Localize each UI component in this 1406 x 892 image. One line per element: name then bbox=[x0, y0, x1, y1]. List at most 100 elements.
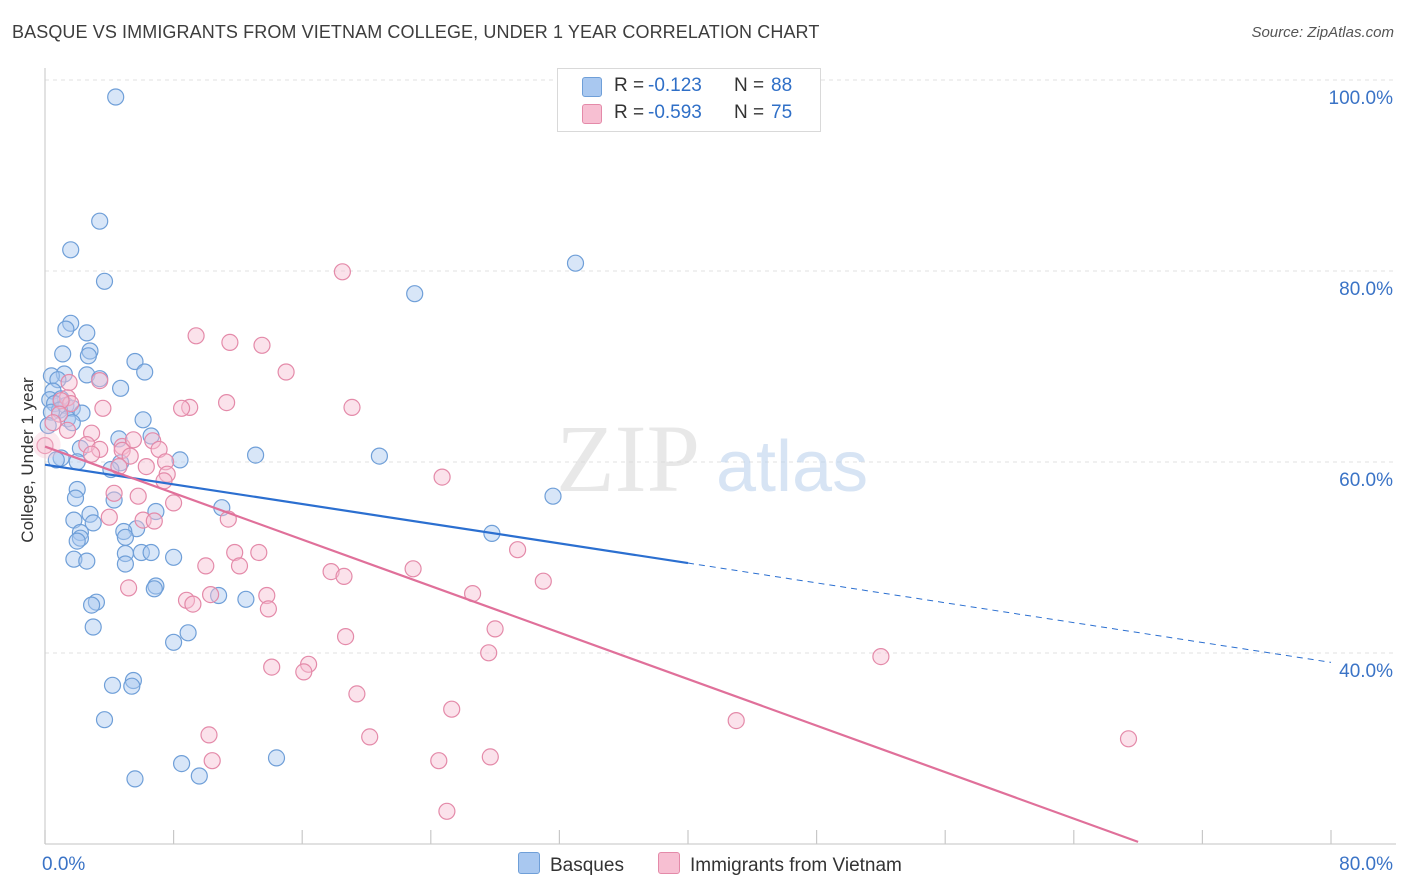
point-basques bbox=[370, 447, 388, 465]
point-basques bbox=[68, 480, 86, 499]
point-basques bbox=[142, 543, 160, 562]
point-vietnam bbox=[129, 487, 147, 505]
x-tick-label: 80.0% bbox=[1339, 854, 1393, 875]
point-vietnam bbox=[62, 395, 80, 413]
point-basques bbox=[173, 754, 191, 773]
point-vietnam bbox=[58, 421, 77, 439]
y-tick-label: 60.0% bbox=[1339, 470, 1393, 491]
point-vietnam bbox=[433, 468, 451, 486]
point-basques bbox=[171, 451, 189, 469]
point-vietnam bbox=[105, 484, 123, 502]
legend-n-label: N = bbox=[734, 75, 765, 96]
watermark-zip: ZIP bbox=[556, 405, 700, 512]
point-vietnam bbox=[258, 586, 276, 605]
point-basques bbox=[147, 577, 165, 595]
point-vietnam bbox=[443, 700, 461, 718]
point-vietnam bbox=[337, 627, 355, 646]
trend-line-basques-extrapolated bbox=[687, 562, 1332, 663]
point-basques bbox=[95, 711, 114, 729]
point-vietnam bbox=[295, 663, 313, 681]
point-basques bbox=[247, 446, 265, 464]
bottom-legend-swatch-basques bbox=[518, 852, 540, 874]
point-basques bbox=[406, 285, 424, 303]
point-basques bbox=[126, 352, 144, 371]
point-vietnam bbox=[404, 560, 422, 578]
point-vietnam bbox=[727, 711, 745, 730]
point-basques bbox=[136, 363, 154, 381]
point-basques bbox=[66, 489, 85, 507]
point-vietnam bbox=[184, 595, 202, 613]
legend-r-label: R = bbox=[614, 102, 645, 123]
point-basques bbox=[544, 487, 562, 505]
watermark: ZIP atlas bbox=[556, 405, 868, 512]
point-vietnam bbox=[91, 440, 109, 458]
point-basques bbox=[115, 522, 133, 541]
point-vietnam bbox=[145, 512, 163, 530]
point-vietnam bbox=[157, 453, 175, 471]
point-vietnam bbox=[1119, 730, 1138, 748]
point-vietnam bbox=[481, 748, 499, 766]
trend-line-basques bbox=[44, 463, 689, 565]
y-tick-label: 80.0% bbox=[1339, 279, 1393, 300]
trend-lines bbox=[44, 445, 1332, 843]
point-vietnam bbox=[200, 726, 218, 744]
point-basques bbox=[105, 491, 123, 509]
y-tick-label: 100.0% bbox=[1329, 88, 1394, 109]
point-vietnam bbox=[333, 263, 351, 281]
point-vietnam bbox=[78, 436, 96, 454]
point-basques bbox=[65, 550, 83, 568]
point-vietnam bbox=[187, 327, 205, 345]
point-vietnam bbox=[263, 658, 281, 676]
legend-n-value: 75 bbox=[771, 102, 793, 123]
point-vietnam-cluster bbox=[32, 430, 61, 459]
point-basques bbox=[123, 677, 141, 695]
point-basques bbox=[103, 676, 122, 694]
point-vietnam bbox=[221, 333, 239, 351]
point-vietnam bbox=[137, 458, 155, 476]
legend-r-value: -0.123 bbox=[648, 75, 702, 96]
point-vietnam bbox=[202, 585, 220, 604]
data-points bbox=[32, 88, 1138, 820]
bottom-legend-vietnam: Immigrants from Vietnam bbox=[658, 852, 902, 877]
point-vietnam bbox=[348, 685, 366, 703]
point-vietnam bbox=[120, 579, 138, 597]
legend-n-value: 88 bbox=[771, 75, 793, 96]
point-basques bbox=[47, 451, 65, 469]
point-vietnam bbox=[226, 543, 244, 562]
point-vietnam bbox=[250, 543, 268, 562]
point-basques bbox=[165, 548, 183, 566]
point-basques bbox=[71, 529, 90, 547]
point-vietnam bbox=[277, 363, 295, 381]
point-basques bbox=[116, 555, 135, 573]
point-basques bbox=[107, 88, 125, 106]
point-basques bbox=[566, 254, 585, 272]
watermark-atlas: atlas bbox=[716, 427, 868, 507]
point-vietnam bbox=[486, 620, 504, 638]
point-vietnam bbox=[94, 399, 112, 417]
point-basques bbox=[165, 633, 183, 651]
point-vietnam bbox=[259, 600, 277, 618]
bottom-legend-swatch-vietnam bbox=[658, 852, 680, 874]
point-vietnam bbox=[165, 494, 183, 512]
bottom-legend-label-basques: Basques bbox=[550, 855, 624, 876]
point-basques bbox=[179, 624, 197, 642]
correlation-legend: R = -0.123 N = 88 R = -0.593 N = 75 bbox=[557, 68, 821, 132]
point-vietnam bbox=[361, 728, 379, 746]
point-basques bbox=[145, 580, 163, 598]
point-vietnam bbox=[44, 414, 62, 432]
point-vietnam bbox=[91, 372, 109, 390]
point-vietnam bbox=[534, 572, 552, 590]
point-basques bbox=[91, 212, 109, 230]
tick-labels: 100.0% 80.0% 60.0% 40.0% 0.0% 80.0% bbox=[42, 88, 1393, 875]
point-vietnam bbox=[52, 392, 70, 410]
trend-line-vietnam bbox=[44, 445, 1139, 843]
point-vietnam bbox=[110, 458, 128, 476]
point-vietnam bbox=[438, 802, 456, 820]
chart-title: BASQUE VS IMMIGRANTS FROM VIETNAM COLLEG… bbox=[12, 22, 820, 42]
point-vietnam bbox=[173, 399, 191, 417]
point-basques bbox=[57, 320, 75, 338]
point-vietnam bbox=[335, 567, 353, 586]
point-vietnam bbox=[197, 557, 215, 575]
point-vietnam bbox=[50, 405, 69, 423]
